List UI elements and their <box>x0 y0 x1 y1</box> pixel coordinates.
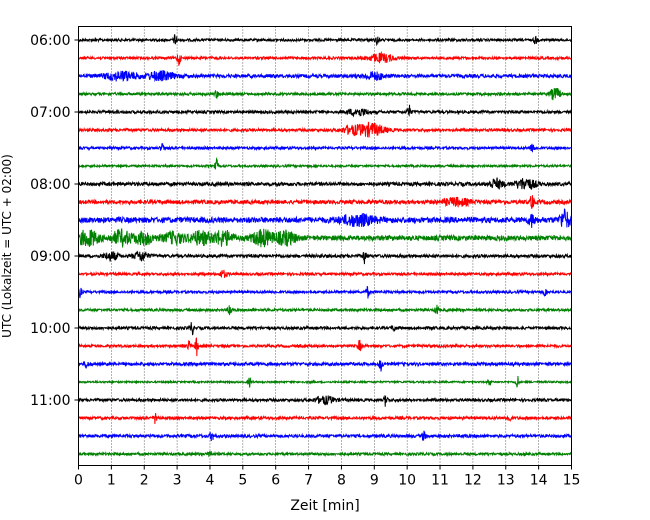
y-axis-label: UTC (Lokalzeit = UTC + 02:00) <box>0 154 14 338</box>
x-tick-label-2: 2 <box>140 473 149 489</box>
x-tick-label-3: 3 <box>173 473 182 489</box>
trace-row-09:30 <box>78 286 572 299</box>
trace-row-10:00 <box>78 322 572 336</box>
seismogram-traces <box>78 34 572 458</box>
plot-frame <box>78 26 572 466</box>
x-axis-label: Zeit [min] <box>290 498 359 514</box>
y-tick-label-09:00: 09:00 <box>30 249 70 265</box>
trace-row-06:00 <box>78 34 572 47</box>
y-tick-label-08:00: 08:00 <box>30 177 70 193</box>
trace-row-11:45 <box>78 450 572 458</box>
trace-row-09:00 <box>78 250 572 265</box>
trace-row-11:15 <box>78 413 572 424</box>
y-tick-label-07:00: 07:00 <box>30 105 70 121</box>
trace-row-11:30 <box>78 430 572 442</box>
x-tick-label-1: 1 <box>107 473 116 489</box>
trace-row-06:30 <box>78 70 572 83</box>
x-tick-label-5: 5 <box>238 473 247 489</box>
trace-row-07:00 <box>78 104 572 118</box>
trace-row-08:30 <box>78 208 572 228</box>
trace-row-08:15 <box>78 195 572 209</box>
trace-row-11:00 <box>78 394 572 407</box>
trace-row-07:30 <box>78 142 572 153</box>
trace-row-08:00 <box>78 177 572 190</box>
trace-row-07:15 <box>78 121 572 138</box>
x-tick-label-0: 0 <box>74 473 83 489</box>
x-tick-label-8: 8 <box>337 473 346 489</box>
y-tick-label-06:00: 06:00 <box>30 33 70 49</box>
x-tick-label-14: 14 <box>530 473 548 489</box>
x-tick-label-7: 7 <box>304 473 313 489</box>
x-tick-label-13: 13 <box>497 473 515 489</box>
y-tick-label-11:00: 11:00 <box>30 393 70 409</box>
trace-row-10:45 <box>78 376 572 388</box>
trace-row-06:45 <box>78 87 572 101</box>
trace-row-06:15 <box>78 51 572 66</box>
x-tick-label-6: 6 <box>271 473 280 489</box>
x-tick-label-15: 15 <box>563 473 581 489</box>
trace-row-10:15 <box>78 337 572 357</box>
x-axis-ticks: 0 1 2 3 4 5 6 7 8 9 10 11 12 13 14 15 <box>74 465 581 489</box>
trace-row-09:15 <box>78 269 572 279</box>
trace-row-10:30 <box>78 360 572 372</box>
trace-row-08:45 <box>78 228 572 249</box>
x-tick-label-11: 11 <box>431 473 449 489</box>
minute-grid <box>111 26 539 466</box>
x-tick-label-9: 9 <box>370 473 379 489</box>
x-tick-label-10: 10 <box>398 473 416 489</box>
x-tick-label-4: 4 <box>206 473 215 489</box>
y-tick-label-10:00: 10:00 <box>30 321 70 337</box>
trace-row-09:45 <box>78 304 572 316</box>
y-axis-ticks: 06:00 07:00 08:00 09:00 10:00 11:00 <box>30 33 79 409</box>
x-tick-label-12: 12 <box>464 473 482 489</box>
trace-row-07:45 <box>78 157 572 170</box>
